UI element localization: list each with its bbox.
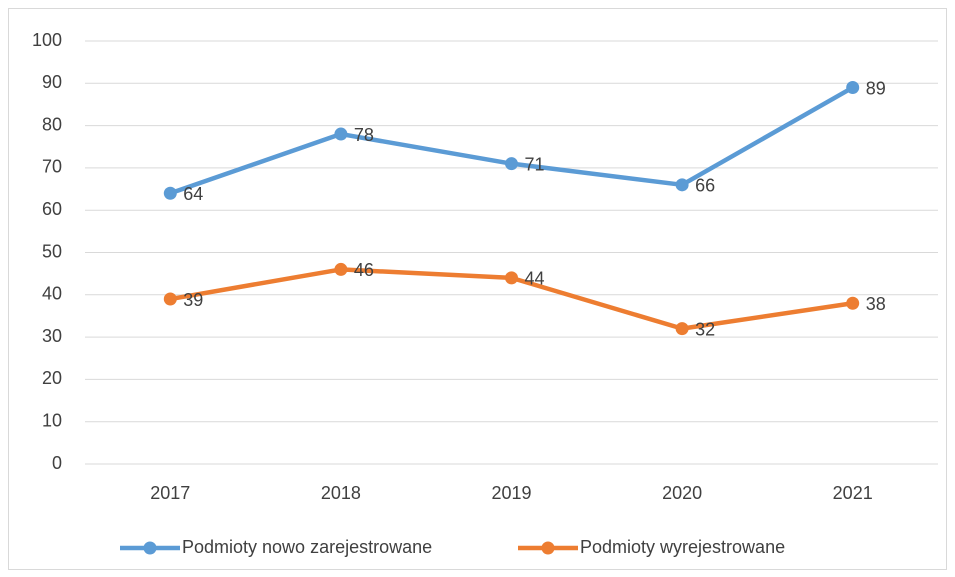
data-point bbox=[675, 178, 689, 192]
data-label: 46 bbox=[354, 260, 374, 280]
x-tick-label: 2018 bbox=[321, 483, 361, 503]
x-tick-label: 2020 bbox=[662, 483, 702, 503]
y-tick-label: 100 bbox=[32, 30, 62, 50]
data-label: 39 bbox=[183, 290, 203, 310]
data-label: 71 bbox=[525, 154, 545, 174]
data-label: 38 bbox=[866, 294, 886, 314]
data-label: 78 bbox=[354, 125, 374, 145]
data-point bbox=[675, 322, 689, 336]
y-tick-label: 60 bbox=[42, 199, 62, 219]
y-tick-label: 10 bbox=[42, 410, 62, 430]
y-tick-label: 40 bbox=[42, 284, 62, 304]
x-tick-label: 2017 bbox=[150, 483, 190, 503]
data-point bbox=[163, 292, 177, 306]
data-point bbox=[334, 127, 348, 141]
data-label: 44 bbox=[525, 269, 545, 289]
data-point bbox=[846, 81, 860, 95]
y-tick-label: 80 bbox=[42, 114, 62, 134]
legend-label: Podmioty nowo zarejestrowane bbox=[182, 537, 432, 557]
legend-label: Podmioty wyrejestrowane bbox=[580, 537, 785, 557]
data-label: 64 bbox=[183, 184, 203, 204]
y-tick-label: 20 bbox=[42, 368, 62, 388]
data-point bbox=[334, 262, 348, 276]
y-tick-label: 0 bbox=[52, 453, 62, 473]
data-label: 32 bbox=[695, 319, 715, 339]
x-tick-label: 2021 bbox=[833, 483, 873, 503]
legend-marker bbox=[143, 541, 157, 555]
y-tick-label: 90 bbox=[42, 72, 62, 92]
chart-border bbox=[8, 8, 947, 570]
data-point bbox=[163, 186, 177, 200]
y-tick-label: 70 bbox=[42, 157, 62, 177]
x-tick-label: 2019 bbox=[491, 483, 531, 503]
y-tick-label: 30 bbox=[42, 326, 62, 346]
data-label: 66 bbox=[695, 176, 715, 196]
y-tick-label: 50 bbox=[42, 241, 62, 261]
data-point bbox=[846, 296, 860, 310]
legend-marker bbox=[541, 541, 555, 555]
data-point bbox=[505, 157, 518, 171]
data-point bbox=[505, 271, 518, 285]
data-label: 89 bbox=[866, 78, 886, 98]
